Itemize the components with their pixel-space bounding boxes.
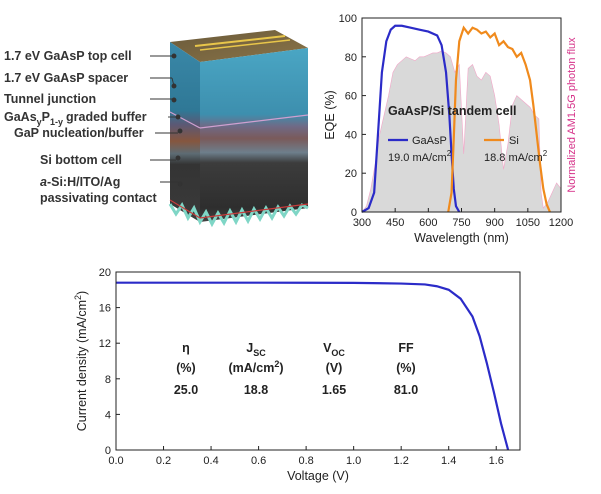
leader-dot	[171, 53, 177, 59]
eqe-y-tick-label: 40	[345, 129, 357, 141]
eqe-series-gaasp	[361, 24, 461, 213]
jv-x-tick-label: 1.6	[489, 455, 504, 467]
label-si-bottom-cell: Si bottom cell	[40, 153, 122, 167]
jv-y-tick-label: 16	[99, 303, 111, 315]
table-value: 18.8	[244, 383, 268, 397]
legend-si-label: Si	[509, 135, 519, 147]
label-gaas: GaAs	[4, 110, 37, 124]
eqe-legend: GaAsP 19.0 mA/cm2 Si 18.8 mA/cm2	[388, 135, 548, 164]
jv-x-axis-label: Voltage (V)	[287, 469, 349, 483]
jv-x-tick-label: 0.6	[251, 455, 266, 467]
jv-y-tick-label: 8	[105, 374, 111, 386]
label-contact-line2: passivating contact	[40, 191, 158, 205]
legend-si-current: 18.8 mA/cm2	[484, 149, 548, 164]
eqe-x-tick-label: 1050	[516, 217, 540, 229]
legend-gaasp-label: GaAsP	[412, 135, 447, 147]
eqe-x-tick-label: 1200	[549, 217, 573, 229]
jv-x-tick-label: 0.2	[156, 455, 171, 467]
leader-dot	[175, 114, 181, 120]
leader-line	[171, 77, 175, 87]
label-tunnel-junction: Tunnel junction	[4, 92, 96, 106]
performance-table: η (%) 25.0 JSC(mA/cm2) 18.8 VOC (V) 1.65 FF (%) 81…	[174, 341, 418, 397]
eqe-chart: 300 450 600 750 900 1050 1200 0 20 40 60 80 100 GaAs…	[323, 13, 578, 245]
eqe-y-tick-label: 60	[345, 91, 357, 103]
stack-front-face	[170, 42, 200, 222]
eqe-y-tick-label: 100	[339, 13, 357, 25]
device-stack-schematic: 1.7 eV GaAsP top cell 1.7 eV GaAsP space…	[4, 30, 309, 228]
jv-x-tick-label: 1.4	[441, 455, 456, 467]
table-header: η	[182, 341, 190, 355]
subscript-y: y	[37, 117, 42, 127]
label-spacer: 1.7 eV GaAsP spacer	[4, 71, 128, 85]
label-a-italic: a	[40, 175, 47, 189]
leader-dot	[171, 97, 177, 103]
eqe-x-tick-label: 900	[485, 217, 503, 229]
table-unit: (%)	[176, 361, 195, 375]
eqe-x-tick-label: 450	[386, 217, 404, 229]
jv-plot-frame	[115, 271, 521, 451]
passivating-contact-red	[169, 199, 309, 219]
jv-x-tick-label: 1.0	[346, 455, 361, 467]
jv-x-tick-label: 0.0	[108, 455, 123, 467]
table-value: 1.65	[322, 383, 346, 397]
label-graded-text: graded buffer	[66, 110, 147, 124]
jv-x-tick-label: 0.8	[298, 455, 313, 467]
label-gap-nucleation: GaP nucleation/buffer	[14, 126, 144, 140]
label-top-cell: 1.7 eV GaAsP top cell	[4, 49, 132, 63]
eqe-series-si	[447, 25, 551, 213]
label-sih-ito-ag: -Si:H/ITO/Ag	[47, 175, 120, 189]
eqe-x-tick-label: 750	[452, 217, 470, 229]
eqe-x-tick-label: 600	[419, 217, 437, 229]
eqe-right-axis-label: Normalized AM1.5G photon flux	[566, 37, 578, 193]
eqe-x-tick-label: 300	[353, 217, 371, 229]
subscript-1-y: 1-y	[50, 117, 63, 127]
jv-y-tick-label: 12	[99, 338, 111, 350]
table-header: FF	[398, 341, 414, 355]
label-p: P	[42, 110, 50, 124]
jv-x-tick-label: 0.4	[203, 455, 218, 467]
table-header: JSC	[246, 341, 266, 358]
stack-side-face	[200, 48, 308, 222]
eqe-y-axis-label: EQE (%)	[323, 90, 337, 139]
jv-y-tick-label: 0	[105, 445, 111, 457]
eqe-y-tick-label: 20	[345, 168, 357, 180]
tunnel-junction-line	[199, 114, 309, 129]
jv-chart: 0.0 0.2 0.4 0.6 0.8 1.0 1.2 1.4 1.6 0 4 8 12 16 20 Vol…	[73, 267, 521, 483]
eqe-chart-title: GaAsP/Si tandem cell	[388, 104, 517, 118]
jv-y-tick-label: 4	[105, 409, 111, 421]
leader-dot	[175, 155, 181, 161]
leader-dot	[177, 181, 183, 187]
jv-x-tick-label: 1.2	[394, 455, 409, 467]
leader-dot	[177, 128, 183, 134]
photon-flux-area	[361, 50, 562, 213]
eqe-y-tick-label: 80	[345, 52, 357, 64]
metal-finger	[199, 39, 291, 51]
legend-gaasp-current: 19.0 mA/cm2	[388, 149, 452, 164]
table-unit: (mA/cm2)	[228, 359, 283, 375]
eqe-x-axis-label: Wavelength (nm)	[414, 231, 509, 245]
eqe-y-tick-label: 0	[351, 207, 357, 219]
table-unit: (V)	[326, 361, 343, 375]
table-value: 25.0	[174, 383, 198, 397]
passivating-contact-layer	[168, 201, 309, 228]
label-contact-line1: a-Si:H/ITO/Ag	[40, 175, 120, 189]
photon-flux-area-group	[361, 50, 562, 213]
table-header: VOC	[323, 341, 345, 358]
jv-y-tick-label: 20	[99, 267, 111, 279]
tunnel-junction-line	[169, 111, 201, 129]
table-value: 81.0	[394, 383, 418, 397]
label-graded-buffer: GaAsyP1-y graded buffer	[4, 110, 147, 127]
metal-finger	[194, 35, 286, 47]
jv-curve	[116, 281, 510, 451]
jv-y-axis-label: Current density (mA/cm2)	[73, 291, 89, 431]
table-unit: (%)	[396, 361, 415, 375]
